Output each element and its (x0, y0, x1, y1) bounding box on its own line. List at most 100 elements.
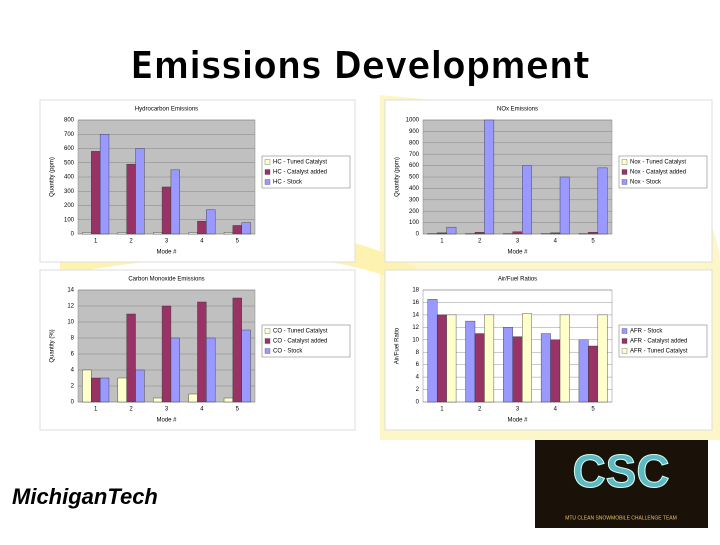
y-axis-label: Quantity (%) (50, 329, 56, 362)
legend-swatch (264, 159, 271, 165)
bar (436, 314, 447, 403)
logo-right-title: CSC (572, 445, 669, 497)
legend-swatch (264, 169, 271, 175)
legend-label: CO - Catalyst added (273, 339, 327, 345)
y-tick-label: 700 (64, 132, 75, 138)
bar (540, 233, 551, 235)
y-tick-label: 8 (71, 336, 75, 342)
x-tick-label: 2 (478, 407, 482, 413)
legend-box (261, 324, 351, 358)
legend-swatch (621, 159, 628, 165)
legend-label: HC - Catalyst added (273, 170, 327, 176)
y-tick-label: 200 (409, 209, 420, 215)
y-axis-label: Quantity (ppm) (395, 157, 401, 197)
bar (503, 233, 513, 235)
y-tick-label: 2 (71, 384, 75, 390)
y-tick-label: 800 (409, 140, 420, 146)
bar (91, 151, 101, 235)
x-tick-label: 1 (440, 407, 444, 413)
bar (512, 231, 523, 235)
y-tick-label: 16 (412, 300, 419, 306)
bar (446, 226, 457, 235)
y-tick-label: 6 (416, 362, 420, 368)
legend-box (261, 155, 351, 189)
x-tick-label: 3 (516, 239, 520, 245)
bar (197, 301, 207, 403)
bar (241, 329, 251, 403)
legend-label: AFR - Catalyst added (630, 339, 687, 345)
bar (474, 232, 485, 235)
chart-title: Air/Fuel Ratios (498, 277, 537, 283)
x-tick-label: 1 (94, 407, 98, 413)
bar (550, 232, 561, 235)
bar (135, 369, 145, 403)
x-axis-label: Mode # (507, 418, 528, 424)
bar (232, 297, 242, 403)
x-tick-label: 3 (165, 239, 169, 245)
y-tick-label: 400 (409, 186, 420, 192)
legend-swatch (621, 328, 628, 334)
bar (578, 233, 589, 235)
bar (522, 313, 532, 403)
bar (484, 119, 495, 235)
y-tick-label: 600 (64, 146, 75, 152)
bar (170, 169, 180, 235)
bar (223, 397, 234, 403)
bar (588, 232, 599, 235)
x-tick-label: 1 (440, 239, 444, 245)
x-tick-label: 4 (554, 407, 558, 413)
bar (161, 186, 172, 235)
legend-label: HC - Tuned Catalyst (273, 160, 327, 166)
x-tick-label: 5 (236, 407, 240, 413)
logo-right-subtitle: MTU CLEAN SNOWMOBILE CHALLENGE TEAM (565, 515, 677, 521)
legend-swatch (621, 169, 628, 175)
bar (484, 314, 495, 403)
bar (197, 220, 207, 235)
y-tick-label: 400 (64, 175, 75, 181)
legend-label: Nox - Catalyst added (630, 170, 686, 176)
x-tick-label: 2 (478, 239, 482, 245)
y-tick-label: 14 (67, 288, 74, 294)
y-tick-label: 10 (67, 320, 74, 326)
legend-label: CO - Tuned Catalyst (273, 329, 328, 335)
chart-title: Hydrocarbon Emissions (135, 107, 198, 113)
x-tick-label: 5 (236, 239, 240, 245)
bar (82, 232, 92, 235)
x-tick-label: 4 (554, 239, 558, 245)
y-tick-label: 900 (409, 129, 420, 135)
bar (206, 209, 216, 235)
x-tick-label: 2 (129, 407, 133, 413)
x-tick-label: 4 (200, 239, 204, 245)
bar (512, 336, 523, 403)
slide-title: Emissions Development (130, 44, 589, 88)
bar (170, 337, 180, 403)
bar (474, 333, 485, 403)
bar (99, 377, 110, 403)
y-tick-label: 100 (409, 220, 420, 226)
y-tick-label: 500 (409, 175, 420, 181)
legend-swatch (264, 328, 271, 334)
y-tick-label: 1000 (406, 118, 420, 124)
y-tick-label: 500 (64, 160, 75, 166)
x-tick-label: 3 (516, 407, 520, 413)
bar (188, 232, 198, 235)
legend-swatch (621, 338, 628, 344)
bar (117, 232, 127, 235)
bar (588, 345, 599, 403)
y-tick-label: 14 (412, 312, 419, 318)
legend-box (618, 155, 708, 189)
bar (578, 339, 589, 403)
legend-swatch (264, 348, 271, 354)
bar (161, 305, 172, 403)
x-tick-label: 2 (129, 239, 133, 245)
bar (153, 232, 163, 235)
bar (126, 163, 136, 235)
bar (241, 222, 251, 235)
y-tick-label: 10 (412, 337, 419, 343)
bar (436, 232, 447, 235)
x-axis-label: Mode # (156, 250, 177, 256)
bar (153, 397, 163, 403)
bar (503, 327, 513, 403)
